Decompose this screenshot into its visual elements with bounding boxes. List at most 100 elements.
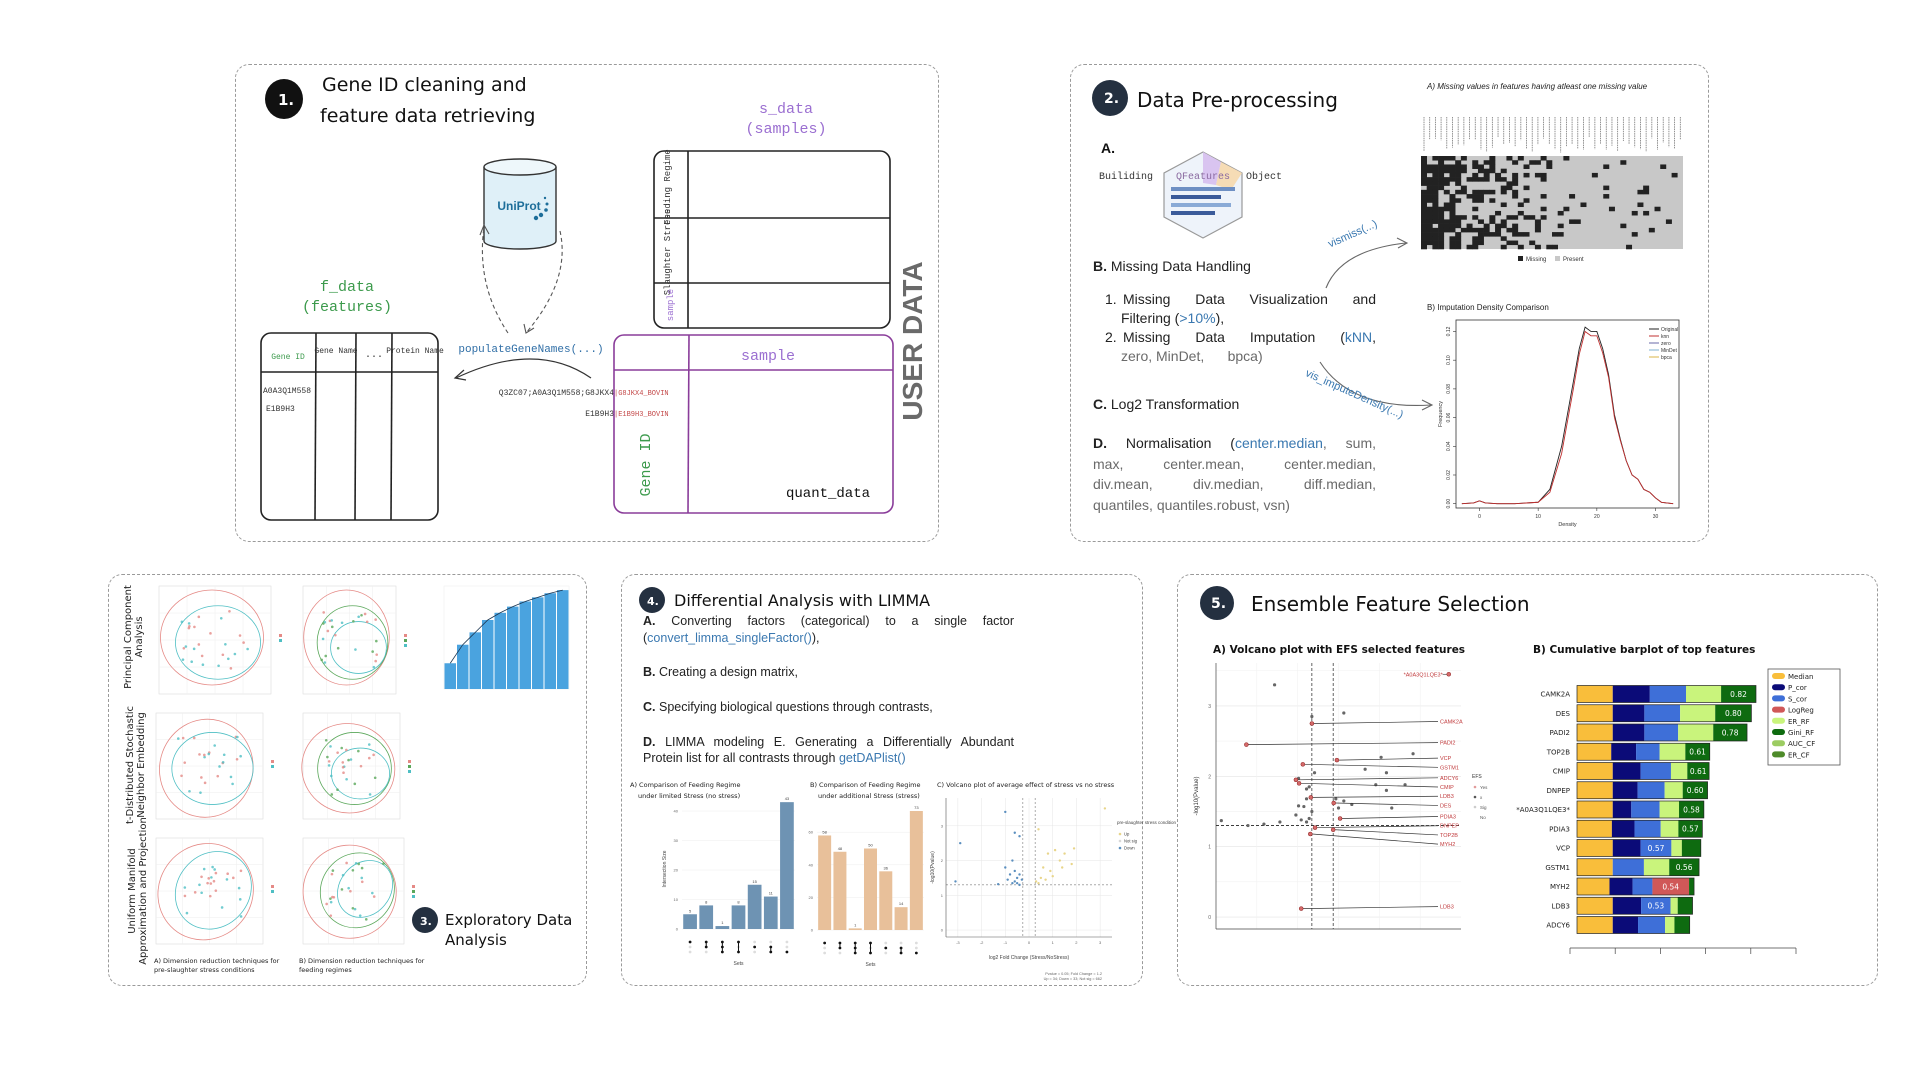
heatmap-cell-missing [1512,227,1519,233]
bar-segment-Median [1577,743,1612,761]
sample-point [347,886,350,890]
heatmap-cell-missing [1443,227,1450,233]
normalisation-methods-1: , sum, [1322,435,1377,451]
efs-selected-point [1300,762,1306,767]
bar-segment-S_cor [1634,820,1661,838]
y-tick-label: 20 [809,895,814,900]
row-label-tsne: t-Distributed Stochastic [125,706,136,824]
x-axis-label: Density [1558,522,1577,528]
legend-swatch [279,639,282,642]
intersection-bar [818,835,832,930]
confidence-ellipse [174,851,252,930]
arrowhead-icon [1421,399,1434,411]
feature-point [1296,804,1301,808]
heatmap-cell-missing [1477,219,1484,224]
feature-point [1272,683,1277,687]
f-data-col-gene-name: Gene Name [314,347,357,356]
sample-point [193,625,196,629]
efs-feature-label: DES [1440,803,1452,809]
feature-point [1336,806,1341,810]
sample-point [217,664,220,668]
heatmap-cell-missing [1426,240,1433,246]
panel-title: Differential Analysis with LIMMA [674,591,930,610]
heatmap-cell-missing [1460,227,1467,233]
set-dot [753,945,757,949]
label-leader [1335,802,1439,806]
bar-value-label: 73 [914,805,919,810]
up-point [1063,852,1066,855]
heatmap-cell-missing [1426,185,1433,191]
efs-selected-point [1331,800,1336,806]
heatmap-cell-missing [1472,189,1479,195]
set-dot [914,951,918,955]
heatmap-cell-missing [1631,232,1638,237]
bar-segment-Median [1577,781,1613,799]
limma-diagram: 4. Differential Analysis with LIMMA A) C… [630,587,1177,981]
feature-point [1374,783,1378,787]
heatmap-cell-missing [1432,210,1439,216]
sample-point [239,915,243,918]
heatmap-cell-missing [1500,219,1507,224]
heatmap-cell-missing [1438,168,1445,174]
sample-point [218,765,221,768]
heatmap-cell-missing [1591,172,1598,178]
sample-point [329,897,332,900]
legend-label: Original [1661,327,1678,333]
bar-segment-ER_RF [1664,781,1683,799]
feature-point [1294,813,1298,817]
heatmap-cell-missing [1438,172,1445,178]
intersection-bar [747,884,762,929]
item1-text: Missing Data Visualization and [1123,291,1376,307]
density-line-knn [1461,330,1674,505]
efs-selected-point [1244,742,1249,747]
x-tick-label: -1 [1004,940,1008,945]
heatmap-cell-missing [1449,219,1456,224]
y-tick-label: 3 [941,823,944,828]
volcano-caption: Up = 34; Down = 33; Not sig = 662 [1044,977,1102,981]
heatmap-cell-missing [1483,232,1490,237]
down-point [1013,880,1016,883]
heatmap-cell-missing [1546,160,1553,165]
heatmap-cell-missing [1443,206,1450,212]
score-label: 0.60 [1687,786,1704,795]
heatmap-cell-missing [1517,210,1524,216]
down-point [1015,876,1019,880]
step-badge-4 [639,587,665,613]
up-point [1039,876,1043,880]
efs-selected-point [1309,721,1315,726]
sample-point [200,776,203,779]
sample-point [382,862,385,865]
down-point [1018,883,1021,887]
variance-bar [557,590,569,689]
normalisation-block: D. Normalisation (center.median, sum, ma… [1093,433,1376,516]
set-dot [884,941,888,945]
sample-point [347,758,350,762]
feature-label: ADCY6 [1546,922,1570,930]
confidence-ellipse [330,747,390,800]
sample-point [236,735,239,739]
feature-point [1411,752,1415,756]
bar-segment-S_cor [1631,801,1660,818]
variance-bar [482,619,494,689]
feature-point [1278,820,1282,824]
heatmap-cell-missing [1466,244,1473,250]
up-point [1072,847,1076,850]
sample-point [200,875,203,879]
bar-outline [1576,896,1693,915]
heatmap-cell-missing [1472,227,1479,233]
heatmap-cell-missing [1512,177,1519,182]
feature-point [1219,819,1223,823]
item2-text: Missing Data Imputation ( [1123,328,1345,345]
y-tick-label: 1 [941,893,944,898]
y-tick-label: 30 [674,838,679,843]
efs-selected-point [1308,831,1313,837]
bar-segment-P_cor [1612,897,1642,915]
heatmap-cell-missing [1477,194,1484,199]
heatmap-cell-missing [1477,177,1484,182]
legend-label: Sig [1480,805,1487,810]
heatmap-cell-missing [1529,160,1536,165]
heatmap-cell-missing [1552,244,1558,250]
efs-feature-label: MYH2 [1440,842,1455,848]
heatmap-cell-missing [1421,210,1427,216]
sample-point [345,861,348,865]
